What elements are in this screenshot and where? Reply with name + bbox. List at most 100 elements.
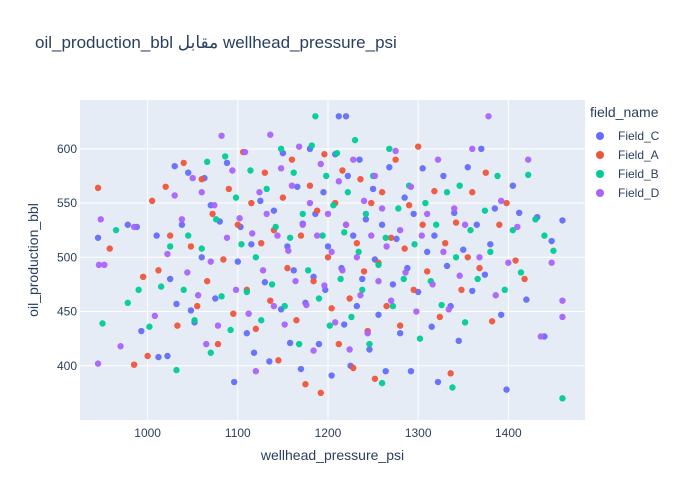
data-point bbox=[442, 239, 449, 247]
data-point bbox=[248, 199, 255, 207]
data-point bbox=[407, 183, 415, 190]
data-point bbox=[371, 375, 379, 382]
data-point bbox=[297, 365, 305, 373]
data-point bbox=[429, 281, 436, 288]
data-point bbox=[434, 156, 442, 163]
data-point bbox=[214, 340, 222, 348]
data-point bbox=[252, 367, 260, 375]
data-point bbox=[517, 269, 525, 276]
data-point bbox=[328, 372, 335, 379]
data-point bbox=[231, 378, 238, 386]
data-point bbox=[256, 189, 263, 196]
data-point bbox=[505, 259, 512, 266]
data-point bbox=[313, 232, 321, 239]
data-point bbox=[375, 277, 382, 285]
data-point bbox=[328, 248, 335, 256]
data-point bbox=[386, 164, 393, 171]
data-point bbox=[359, 275, 366, 283]
data-point bbox=[139, 273, 147, 281]
data-point bbox=[229, 167, 236, 174]
data-point bbox=[164, 250, 171, 258]
data-point bbox=[218, 293, 225, 300]
data-point bbox=[288, 156, 296, 163]
data-point bbox=[353, 239, 361, 247]
data-point bbox=[250, 349, 258, 356]
data-point bbox=[383, 302, 390, 310]
data-point bbox=[360, 268, 368, 275]
data-point bbox=[295, 143, 303, 150]
legend-item-field-b[interactable]: Field_B bbox=[590, 164, 659, 183]
data-point bbox=[378, 221, 386, 228]
data-point bbox=[272, 223, 279, 231]
data-point bbox=[97, 216, 104, 223]
data-point bbox=[320, 189, 327, 196]
data-point bbox=[497, 311, 505, 318]
data-point bbox=[476, 254, 483, 261]
data-point bbox=[191, 317, 198, 324]
data-point bbox=[405, 202, 413, 209]
data-point bbox=[312, 113, 319, 120]
data-point bbox=[422, 199, 429, 207]
data-point bbox=[396, 322, 404, 329]
data-point bbox=[492, 292, 499, 299]
data-point bbox=[496, 221, 503, 228]
data-point bbox=[436, 313, 444, 321]
data-point bbox=[351, 136, 359, 144]
data-point bbox=[332, 319, 339, 326]
data-point bbox=[178, 216, 186, 223]
data-point bbox=[523, 296, 530, 303]
legend-marker-field-d bbox=[596, 188, 604, 197]
data-point bbox=[559, 217, 566, 224]
data-point bbox=[227, 326, 234, 334]
data-point bbox=[443, 189, 451, 196]
data-point bbox=[360, 197, 368, 205]
data-point bbox=[290, 169, 297, 176]
data-point bbox=[467, 226, 474, 234]
data-point bbox=[198, 189, 205, 196]
data-point bbox=[333, 149, 341, 157]
data-point bbox=[95, 261, 103, 269]
data-point bbox=[469, 189, 476, 196]
data-point bbox=[297, 232, 305, 239]
data-point bbox=[451, 205, 458, 212]
data-point bbox=[326, 322, 333, 329]
legend-item-field-a[interactable]: Field_A bbox=[590, 145, 659, 164]
data-point bbox=[366, 340, 373, 348]
data-point bbox=[392, 147, 399, 155]
data-point bbox=[284, 264, 291, 272]
data-point bbox=[214, 322, 222, 329]
data-point bbox=[207, 258, 214, 265]
data-point bbox=[124, 299, 131, 307]
data-point bbox=[532, 216, 539, 223]
data-point bbox=[124, 221, 131, 228]
data-point bbox=[185, 232, 192, 239]
data-point bbox=[362, 216, 370, 223]
data-point bbox=[187, 307, 195, 314]
data-point bbox=[317, 389, 324, 397]
data-point bbox=[302, 381, 309, 388]
legend-item-field-c[interactable]: Field_C bbox=[590, 126, 659, 145]
data-point bbox=[512, 257, 519, 264]
data-point bbox=[155, 353, 162, 361]
data-point bbox=[387, 234, 395, 241]
data-point bbox=[353, 302, 361, 310]
data-point bbox=[267, 297, 274, 304]
data-point bbox=[503, 386, 510, 393]
data-point bbox=[410, 286, 417, 294]
data-point bbox=[209, 210, 216, 218]
data-point bbox=[395, 205, 402, 212]
data-point bbox=[189, 174, 196, 182]
data-point bbox=[259, 267, 267, 274]
data-point bbox=[285, 247, 292, 254]
data-point bbox=[464, 254, 471, 261]
legend-item-field-d[interactable]: Field_D bbox=[590, 183, 659, 202]
data-point bbox=[414, 143, 422, 150]
data-point bbox=[346, 346, 353, 353]
legend-marker-field-c bbox=[596, 131, 604, 140]
data-point bbox=[393, 235, 400, 243]
data-point bbox=[212, 216, 220, 223]
data-point bbox=[304, 267, 312, 274]
data-point bbox=[194, 302, 201, 310]
data-point bbox=[423, 210, 431, 218]
